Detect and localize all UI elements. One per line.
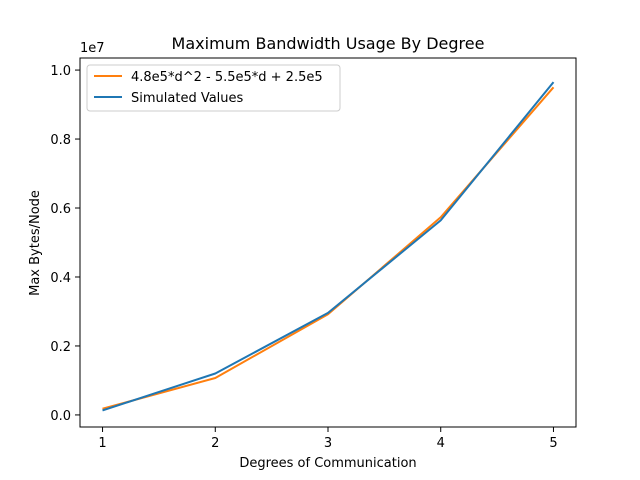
series-layer xyxy=(102,81,555,412)
y-tick-label: 0.2 xyxy=(50,340,71,355)
y-tick-label: 0.8 xyxy=(50,133,71,148)
x-tick-label: 2 xyxy=(211,436,219,451)
y-tick-label: 0.0 xyxy=(50,409,71,424)
y-tick-label: 1.0 xyxy=(50,64,71,79)
legend: 4.8e5*d^2 - 5.5e5*d + 2.5e5 Simulated Va… xyxy=(86,64,341,112)
y-offset-label: 1e7 xyxy=(80,41,105,56)
ticks-layer: 1 2 3 4 5 0.0 0.2 0.4 0.6 0.8 1.0 xyxy=(50,64,557,451)
legend-box xyxy=(86,64,341,112)
x-tick-label: 4 xyxy=(437,436,445,451)
legend-label-series-2: Simulated Values xyxy=(131,91,244,106)
x-tick-label: 1 xyxy=(98,436,106,451)
y-tick-label: 0.4 xyxy=(50,271,71,286)
y-axis-label: Max Bytes/Node xyxy=(28,190,43,296)
plot-area-frame xyxy=(79,57,577,428)
x-axis-label: Degrees of Communication xyxy=(239,456,416,471)
y-tick-label: 0.6 xyxy=(50,202,71,217)
chart-title: Maximum Bandwidth Usage By Degree xyxy=(172,34,485,53)
x-tick-label: 5 xyxy=(549,436,557,451)
series-line-2 xyxy=(102,81,555,412)
legend-label-series-1: 4.8e5*d^2 - 5.5e5*d + 2.5e5 xyxy=(131,70,323,85)
x-tick-label: 3 xyxy=(324,436,332,451)
